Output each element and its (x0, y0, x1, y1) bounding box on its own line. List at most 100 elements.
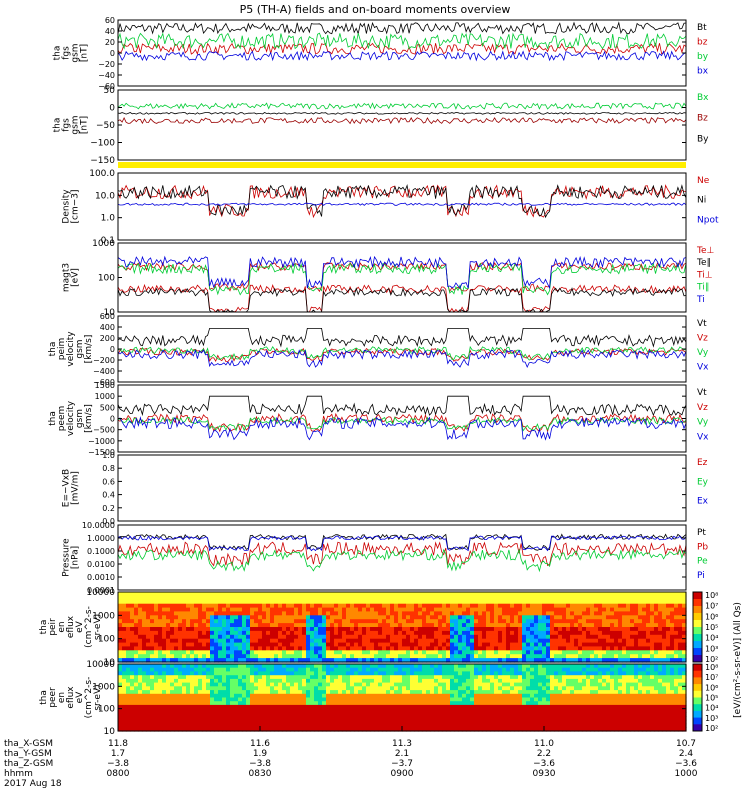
heatmap-cell (586, 723, 591, 728)
heatmap-cell (578, 615, 583, 620)
heatmap-cell (606, 642, 611, 648)
heatmap-cell (542, 658, 547, 663)
heatmap-cell (294, 704, 299, 710)
heatmap-cell (146, 690, 151, 695)
heatmap-cell (158, 638, 163, 644)
heatmap-cell (150, 723, 155, 728)
heatmap-cell (486, 642, 491, 648)
heatmap-cell (322, 704, 327, 710)
heatmap-cell (226, 619, 231, 624)
heatmap-cell (214, 592, 219, 597)
heatmap-cell (286, 682, 291, 687)
heatmap-cell (570, 682, 575, 687)
heatmap-cell (446, 667, 451, 672)
heatmap-cell (394, 642, 399, 648)
heatmap-cell (346, 607, 351, 613)
heatmap-cell (150, 704, 155, 710)
heatmap-cell (346, 658, 351, 663)
heatmap-cell (162, 701, 167, 706)
heatmap-cell (394, 682, 399, 687)
heatmap-cell (334, 592, 339, 597)
heatmap-cell (230, 693, 235, 699)
heatmap-cell (322, 638, 327, 644)
heatmap-cell (218, 611, 223, 616)
heatmap-cell (518, 723, 523, 728)
heatmap-cell (290, 650, 295, 655)
heatmap-cell (554, 682, 559, 687)
heatmap-cell (490, 712, 495, 717)
heatmap-cell (162, 642, 167, 648)
heatmap-cell (254, 727, 259, 732)
heatmap-cell (330, 671, 335, 676)
heatmap-cell (186, 595, 191, 601)
heatmap-cell (326, 607, 331, 613)
legend-Ti∥: Ti∥ (696, 283, 709, 293)
heatmap-cell (566, 650, 571, 655)
heatmap-cell (658, 619, 663, 624)
heatmap-cell (174, 727, 179, 732)
heatmap-cell (202, 704, 207, 710)
heatmap-cell (626, 615, 631, 620)
heatmap-cell (362, 630, 367, 636)
heatmap-cell (582, 719, 587, 725)
heatmap-cell (130, 634, 135, 640)
heatmap-cell (174, 611, 179, 616)
heatmap-cell (354, 634, 359, 640)
heatmap-cell (430, 723, 435, 728)
heatmap-cell (546, 690, 551, 695)
heatmap-cell (382, 607, 387, 613)
heatmap-cell (198, 627, 203, 632)
heatmap-cell (158, 595, 163, 601)
heatmap-cell (666, 603, 671, 609)
heatmap-cell (134, 693, 139, 699)
heatmap-cell (206, 664, 211, 669)
heatmap-cell (606, 607, 611, 613)
heatmap-cell (182, 716, 187, 721)
heatmap-cell (262, 727, 267, 732)
heatmap-cell (354, 678, 359, 684)
heatmap-cell (654, 634, 659, 640)
heatmap-cell (582, 682, 587, 687)
heatmap-cell (590, 697, 595, 702)
heatmap-cell (358, 723, 363, 728)
heatmap-cell (474, 638, 479, 644)
heatmap-cell (374, 701, 379, 706)
heatmap-cell (462, 650, 467, 655)
heatmap-cell (134, 708, 139, 713)
heatmap-cell (230, 599, 235, 605)
heatmap-cell (594, 623, 599, 628)
heatmap-cell (182, 708, 187, 713)
heatmap-cell (438, 611, 443, 616)
heatmap-cell (546, 664, 551, 669)
heatmap-cell (354, 716, 359, 721)
heatmap-cell (394, 627, 399, 632)
heatmap-cell (418, 658, 423, 663)
heatmap-cell (166, 595, 171, 601)
heatmap-cell (226, 712, 231, 717)
heatmap-cell (322, 603, 327, 609)
heatmap-cell (334, 627, 339, 632)
heatmap-cell (234, 611, 239, 616)
heatmap-cell (450, 611, 455, 616)
heatmap-cell (374, 708, 379, 713)
heatmap-cell (210, 686, 215, 691)
heatmap-cell (362, 716, 367, 721)
heatmap-cell (442, 650, 447, 655)
heatmap-cell (426, 654, 431, 659)
heatmap-cell (226, 623, 231, 628)
heatmap-cell (466, 642, 471, 648)
heatmap-cell (126, 642, 131, 648)
heatmap-cell (174, 723, 179, 728)
heatmap-cell (614, 599, 619, 605)
heatmap-cell (422, 667, 427, 672)
heatmap-cell (506, 727, 511, 732)
heatmap-cell (278, 690, 283, 695)
heatmap-cell (486, 675, 491, 680)
heatmap-cell (518, 650, 523, 655)
heatmap-cell (582, 599, 587, 605)
heatmap-cell (298, 603, 303, 609)
heatmap-cell (502, 712, 507, 717)
heatmap-cell (326, 654, 331, 659)
heatmap-cell (350, 701, 355, 706)
